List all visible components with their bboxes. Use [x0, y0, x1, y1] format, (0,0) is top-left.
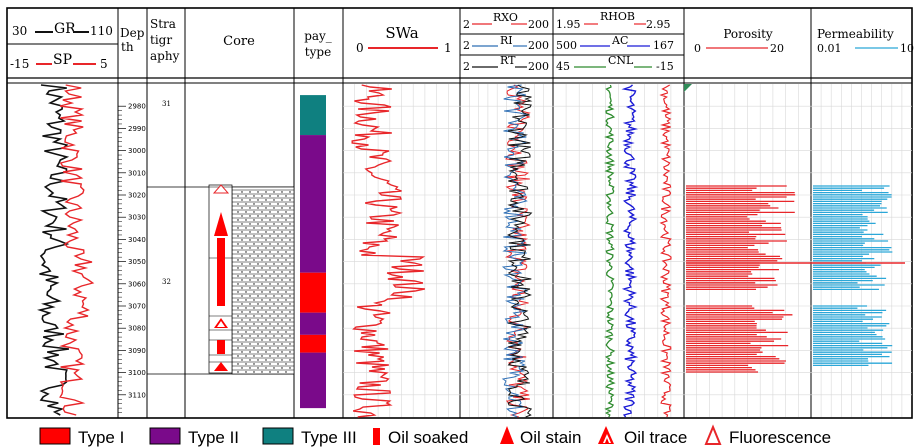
- sp-min: -15: [10, 57, 29, 71]
- depth-tick-6: 3040: [128, 236, 146, 244]
- strat-header-1: Stra: [150, 17, 176, 31]
- gr-max: 110: [90, 24, 113, 38]
- pay-interval-5: [300, 352, 326, 409]
- legend-type-i-swatch: [39, 427, 71, 445]
- track-frames: [6, 7, 913, 419]
- ac-curve: [621, 84, 639, 418]
- rhob-min: 1.95: [556, 18, 581, 31]
- depth-tick-11: 3090: [128, 347, 146, 355]
- strat-unit-31: 31: [162, 100, 171, 108]
- sp-curve: [59, 84, 95, 416]
- rt-curve: [506, 84, 533, 418]
- depth-tick-13: 3110: [128, 391, 146, 399]
- ac-label: AC: [611, 34, 628, 47]
- depth-tick-12: 3100: [128, 369, 146, 377]
- oil-stain-icon: [500, 426, 514, 444]
- rt-label: RT: [500, 54, 516, 67]
- fluorescence-icon: [704, 424, 722, 445]
- legend-type-iii: Type III: [301, 428, 357, 447]
- sp-label: SP: [53, 52, 72, 68]
- depth-tick-0: 2980: [128, 103, 146, 111]
- strat-header-3: aphy: [150, 49, 180, 63]
- pay-interval-3: [300, 312, 326, 335]
- ac-max: 167: [653, 39, 674, 52]
- strat-unit-32: 32: [162, 278, 171, 286]
- cnl-label: CNL: [608, 54, 634, 67]
- rxo-label: RXO: [493, 11, 518, 24]
- porosity-header: Porosity: [723, 27, 773, 41]
- pay-header-2: type: [305, 45, 331, 59]
- permeability-header: Permeability: [817, 27, 894, 41]
- ri-label: RI: [500, 34, 513, 47]
- legend-type-i: Type I: [78, 428, 124, 447]
- legend-type-ii-swatch: [149, 427, 181, 445]
- gr-min: 30: [12, 24, 27, 38]
- depth-tick-4: 3020: [128, 192, 146, 200]
- swa-min: 0: [356, 41, 364, 55]
- porosity-permeability-bars: [684, 84, 905, 373]
- pay-interval-1: [300, 135, 326, 273]
- cnl-max: -15: [656, 60, 674, 73]
- cnl-min: 45: [556, 60, 570, 73]
- rt-min: 2: [463, 60, 470, 73]
- legend-type-iii-swatch: [262, 427, 294, 445]
- rhob-label: RHOB: [600, 10, 635, 23]
- porosity-min: 0: [694, 42, 701, 55]
- depth-track: 2980 2990 3000 3010 3020 3030 3040 3050 3060 3070…: [118, 103, 146, 413]
- ac-min: 500: [556, 39, 577, 52]
- depth-tick-5: 3030: [128, 214, 146, 222]
- porosity-max: 20: [770, 42, 784, 55]
- depth-tick-2: 3000: [128, 147, 146, 155]
- ri-min: 2: [463, 39, 470, 52]
- cnl-curve: [603, 84, 616, 418]
- permeability-max: 10: [900, 42, 914, 55]
- permeability-min: 0.01: [817, 42, 842, 55]
- core-header: Core: [223, 34, 255, 49]
- strat-header-2: tigr: [150, 33, 172, 47]
- rhob-max: 2.95: [646, 18, 671, 31]
- depth-tick-8: 3060: [128, 280, 146, 288]
- legend-type-ii: Type II: [188, 428, 239, 447]
- sp-max: 5: [100, 57, 108, 71]
- log-curves: [36, 84, 672, 418]
- rhob-curve: [659, 84, 672, 418]
- gr-curve: [36, 84, 70, 416]
- legend-oil-soaked: Oil soaked: [388, 428, 468, 447]
- pay-type-track: [300, 95, 326, 409]
- pay-interval-4: [300, 334, 326, 353]
- depth-tick-9: 3070: [128, 303, 146, 311]
- legend-oil-stain: Oil stain: [520, 428, 581, 447]
- rt-max: 200: [528, 60, 549, 73]
- header: 30 GR 110 -15 SP 5 Dep th Stra tigr aphy…: [10, 10, 914, 73]
- oil-soaked-icon: [373, 428, 380, 445]
- pay-interval-0: [300, 95, 326, 136]
- gr-label: GR: [54, 21, 76, 37]
- core-track: [208, 184, 295, 375]
- rxo-min: 2: [463, 18, 470, 31]
- swa-header: SWa: [385, 24, 418, 42]
- legend-oil-trace: Oil trace: [624, 428, 687, 447]
- depth-header-1: Dep: [120, 26, 145, 40]
- pay-header-1: pay_: [304, 29, 332, 43]
- ri-max: 200: [528, 39, 549, 52]
- depth-tick-1: 2990: [128, 125, 146, 133]
- pay-interval-2: [300, 272, 326, 313]
- legend: Type I Type II Type III Oil soaked Oil s…: [39, 424, 831, 447]
- depth-header-2: th: [121, 40, 134, 54]
- oil-trace-icon: [598, 426, 614, 444]
- depth-tick-10: 3080: [128, 325, 146, 333]
- rxo-max: 200: [528, 18, 549, 31]
- swa-max: 1: [444, 41, 452, 55]
- depth-tick-3: 3010: [128, 169, 146, 177]
- swa-curve: [351, 84, 426, 418]
- depth-tick-7: 3050: [128, 258, 146, 266]
- legend-fluorescence: Fluorescence: [729, 428, 831, 447]
